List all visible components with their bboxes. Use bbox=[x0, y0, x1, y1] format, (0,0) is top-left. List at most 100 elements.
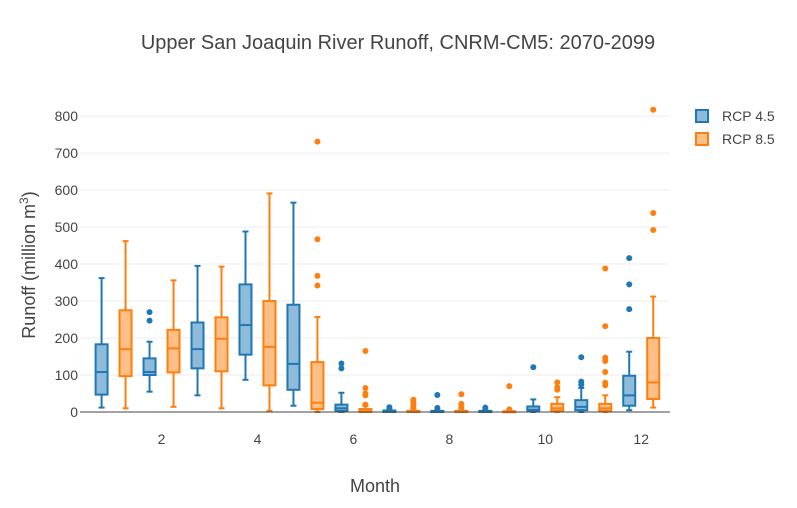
y-tick-label: 200 bbox=[55, 330, 79, 346]
series-rcp-8-5 bbox=[118, 106, 661, 414]
outlier-point bbox=[338, 360, 345, 367]
legend-swatch bbox=[695, 109, 709, 123]
legend-item[interactable]: RCP 4.5 bbox=[695, 108, 775, 124]
outlier-point bbox=[362, 347, 369, 354]
box-month-10 bbox=[526, 364, 541, 413]
x-axis-title: Month bbox=[350, 476, 400, 496]
y-tick-label: 600 bbox=[55, 182, 79, 198]
box-month-2 bbox=[142, 309, 157, 393]
iqr-box bbox=[190, 321, 205, 370]
outlier-point bbox=[602, 323, 609, 330]
chart-title: Upper San Joaquin River Runoff, CNRM-CM5… bbox=[141, 32, 655, 54]
outlier-point bbox=[578, 354, 585, 361]
outlier-point bbox=[146, 309, 153, 316]
iqr-box bbox=[118, 309, 133, 378]
y-tick-label: 300 bbox=[55, 293, 79, 309]
y-axis-title: Runoff (million m3) bbox=[17, 191, 39, 338]
outlier-point bbox=[314, 138, 321, 145]
x-tick-label: 6 bbox=[350, 431, 358, 447]
box-month-6 bbox=[334, 360, 349, 413]
iqr-box bbox=[214, 316, 229, 373]
box-month-7 bbox=[406, 396, 421, 413]
iqr-box bbox=[646, 337, 661, 401]
outlier-point bbox=[338, 365, 345, 372]
y-tick-label: 100 bbox=[55, 367, 79, 383]
outlier-point bbox=[578, 378, 585, 385]
box-month-9 bbox=[478, 404, 493, 413]
x-tick-label: 8 bbox=[445, 431, 453, 447]
box-month-10 bbox=[550, 379, 565, 413]
legend-swatch bbox=[695, 132, 709, 146]
outlier-point bbox=[458, 391, 465, 398]
box-month-3 bbox=[214, 265, 229, 410]
outlier-point bbox=[362, 401, 369, 408]
outlier-point bbox=[626, 281, 633, 288]
outlier-point bbox=[650, 210, 657, 217]
legend-label: RCP 4.5 bbox=[722, 108, 775, 124]
box-month-9 bbox=[502, 383, 517, 414]
outlier-point bbox=[362, 384, 369, 391]
outlier-point bbox=[386, 404, 393, 411]
y-tick-label: 400 bbox=[55, 256, 79, 272]
outlier-point bbox=[434, 404, 441, 411]
iqr-box bbox=[310, 361, 325, 411]
outlier-point bbox=[314, 236, 321, 243]
legend-item[interactable]: RCP 8.5 bbox=[695, 131, 775, 147]
box-month-2 bbox=[166, 279, 181, 408]
outlier-point bbox=[146, 317, 153, 324]
box-month-4 bbox=[262, 192, 277, 412]
y-tick-label: 800 bbox=[55, 108, 79, 124]
outlier-point bbox=[650, 227, 657, 234]
iqr-box bbox=[94, 343, 109, 396]
y-tick-label: 700 bbox=[55, 145, 79, 161]
iqr-box bbox=[166, 328, 181, 374]
y-axis-title-tail: ) bbox=[19, 191, 39, 197]
outlier-point bbox=[650, 106, 657, 113]
box-month-4 bbox=[238, 230, 253, 381]
outlier-point bbox=[602, 265, 609, 272]
x-tick-label: 10 bbox=[537, 431, 553, 447]
outlier-point bbox=[602, 369, 609, 376]
outlier-point bbox=[506, 406, 513, 413]
iqr-box bbox=[574, 399, 589, 412]
iqr-box bbox=[262, 300, 277, 387]
iqr-box bbox=[622, 374, 637, 407]
iqr-box bbox=[238, 283, 253, 356]
outlier-point bbox=[554, 379, 561, 386]
y-axis-title-main: Runoff (million m bbox=[19, 204, 39, 339]
y-axis-ticks: 0 100 200 300 400 500 600 700 800 bbox=[55, 108, 79, 420]
x-tick-label: 4 bbox=[254, 431, 262, 447]
box-month-5 bbox=[310, 138, 325, 413]
outlier-point bbox=[314, 272, 321, 279]
outlier-point bbox=[410, 396, 417, 403]
outlier-point bbox=[434, 391, 441, 398]
x-tick-label: 12 bbox=[633, 431, 649, 447]
outlier-point bbox=[362, 390, 369, 397]
box-month-12 bbox=[646, 106, 661, 409]
box-month-7 bbox=[382, 404, 397, 413]
legend-label: RCP 8.5 bbox=[722, 131, 775, 147]
iqr-box bbox=[142, 357, 157, 377]
iqr-box bbox=[286, 303, 301, 391]
outlier-point bbox=[602, 354, 609, 361]
box-month-1 bbox=[94, 277, 109, 409]
y-tick-label: 0 bbox=[70, 404, 78, 420]
outlier-point bbox=[314, 282, 321, 289]
x-axis-ticks: 2 4 6 8 10 12 bbox=[158, 431, 650, 447]
series-rcp-4-5 bbox=[94, 201, 637, 413]
box-month-1 bbox=[118, 240, 133, 410]
box-series bbox=[94, 106, 661, 414]
box-month-6 bbox=[358, 347, 373, 413]
outlier-point bbox=[626, 306, 633, 313]
box-month-12 bbox=[622, 255, 637, 412]
outlier-point bbox=[482, 404, 489, 411]
legend[interactable]: RCP 4.5 RCP 8.5 bbox=[695, 108, 775, 147]
x-tick-label: 2 bbox=[158, 431, 166, 447]
box-month-11 bbox=[598, 265, 613, 413]
outlier-point bbox=[506, 383, 513, 390]
outlier-point bbox=[530, 364, 537, 371]
box-month-8 bbox=[454, 391, 469, 413]
box-month-3 bbox=[190, 264, 205, 397]
y-axis-title-superscript: 3 bbox=[17, 197, 31, 204]
